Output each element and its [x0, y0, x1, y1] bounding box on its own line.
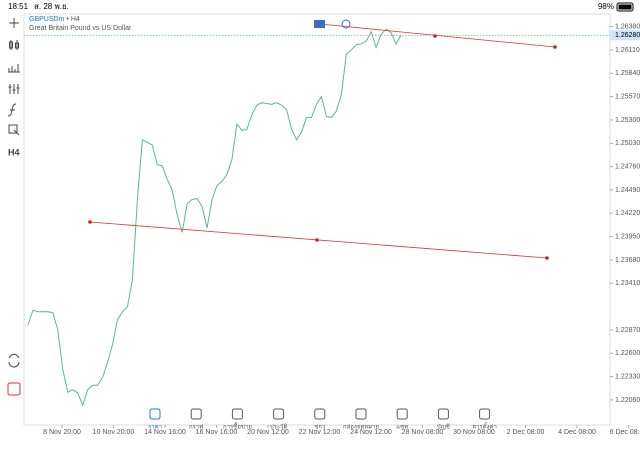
anchor-point[interactable] — [545, 256, 549, 260]
x-tick-label: 20 Nov 12:00 — [247, 429, 289, 436]
status-time: 18:51 — [8, 2, 29, 11]
price-line — [27, 28, 402, 407]
x-tick-label: 30 Nov 08:00 — [453, 429, 495, 436]
x-tick-label: 14 Nov 16:00 — [144, 429, 186, 436]
nav-icon[interactable] — [479, 408, 491, 420]
trade-marker[interactable] — [314, 20, 325, 28]
nav-label[interactable]: ราคา — [148, 424, 162, 431]
nav-icon[interactable] — [355, 408, 367, 420]
nav-icon[interactable] — [149, 408, 161, 420]
trendlines — [89, 23, 556, 259]
y-tick-label: 1.22330 — [615, 373, 640, 380]
y-tick-label: 1.22060 — [615, 397, 640, 404]
battery-fill — [618, 4, 632, 10]
x-tick-label: 6 Dec 08:00 — [610, 429, 640, 436]
plot-frame — [23, 13, 611, 426]
nav-label[interactable]: การซื้อขาย — [223, 421, 252, 431]
battery-icon — [616, 2, 634, 12]
symbol: GBPUSDm — [29, 16, 65, 23]
chart-header: GBPUSDm • H4 — [29, 16, 80, 23]
y-tick-label: 1.25300 — [615, 117, 640, 124]
chart-subtitle: Great Britain Pound vs US Dollar — [29, 25, 132, 32]
y-tick-label: 1.23680 — [615, 257, 640, 264]
plot: 1.26380 1.26110 1.25840 1.25570 1.25300 1.250… — [24, 23, 640, 436]
nav-icon[interactable] — [314, 408, 326, 420]
y-tick-label: 1.25030 — [615, 140, 640, 147]
objects-tool[interactable] — [8, 124, 20, 136]
y-tick-label: 1.23950 — [615, 233, 640, 240]
nav-icon[interactable] — [437, 408, 449, 420]
nav-icon[interactable] — [396, 408, 408, 420]
header-timeframe: H4 — [71, 16, 80, 23]
anchor-point[interactable] — [88, 220, 92, 224]
y-tick-label: 1.26110 — [615, 47, 640, 54]
x-tick-label: 16 Nov 16:00 — [196, 429, 238, 436]
separator: • — [66, 16, 69, 23]
y-tick-label: 1.24220 — [615, 210, 640, 217]
x-tick-label: 24 Nov 12:00 — [350, 429, 392, 436]
function-tool[interactable] — [7, 103, 17, 117]
nav-icon[interactable] — [231, 408, 243, 420]
trendline[interactable] — [319, 23, 556, 48]
anchor-point[interactable] — [433, 34, 437, 38]
y-tick-label: 1.22870 — [615, 327, 640, 334]
nav-label[interactable]: กราฟ — [189, 424, 203, 431]
nav-label[interactable]: กล่องจดหมาย — [343, 424, 379, 431]
timeframe-button[interactable]: H4 — [8, 147, 20, 157]
y-tick-label: 1.24760 — [615, 163, 640, 170]
y-tick-label: 1.26380 — [615, 23, 640, 30]
status-date: ส. 28 พ.ย. — [34, 2, 69, 11]
x-tick-label: 8 Nov 20:00 — [43, 429, 81, 436]
trendline-points — [88, 34, 557, 260]
chart-type-tool[interactable] — [9, 40, 19, 50]
x-tick-label: 4 Dec 08:00 — [558, 429, 596, 436]
y-tick-label: 1.22600 — [615, 350, 640, 357]
x-tick-label: 2 Dec 08:00 — [507, 429, 545, 436]
x-tick-label: 10 Nov 20:00 — [93, 429, 135, 436]
nav-label[interactable]: ประวัติ — [270, 424, 288, 431]
trade-marker[interactable] — [341, 19, 351, 29]
nav-label[interactable]: การตั้งค่า — [472, 421, 496, 431]
anchor-point[interactable] — [553, 45, 557, 49]
nav-icon[interactable] — [273, 408, 285, 420]
indicator-tool[interactable] — [8, 64, 20, 73]
x-tick-label: 22 Nov 12:00 — [299, 429, 341, 436]
nav-label[interactable]: ข่าว — [314, 424, 325, 431]
nav-label[interactable]: แชท — [396, 424, 408, 431]
y-tick-label: 1.25840 — [615, 70, 640, 77]
x-tick-label: 28 Nov 08:00 — [402, 429, 444, 436]
status-battery: 98% — [598, 2, 614, 11]
nav-icon[interactable] — [190, 408, 202, 420]
nav-label[interactable]: บัญชี — [437, 423, 450, 431]
anchor-point[interactable] — [315, 238, 319, 242]
left-toolbar — [7, 18, 21, 396]
crosshair-tool[interactable] — [9, 18, 19, 28]
settings-tool[interactable] — [8, 84, 20, 94]
trade-tool[interactable] — [8, 353, 20, 368]
y-tick-label: 1.23410 — [615, 280, 640, 287]
y-tick-label: 1.25570 — [615, 93, 640, 100]
account-tool[interactable] — [7, 382, 21, 396]
bottom-nav: ราคา กราฟ การซื้อขาย ประวัติ ข่าว กล่องจดหมาย… — [148, 408, 497, 431]
current-price-box — [610, 30, 640, 41]
y-tick-label: 1.24490 — [615, 187, 640, 194]
current-price-label: 1.26280 — [615, 32, 640, 39]
